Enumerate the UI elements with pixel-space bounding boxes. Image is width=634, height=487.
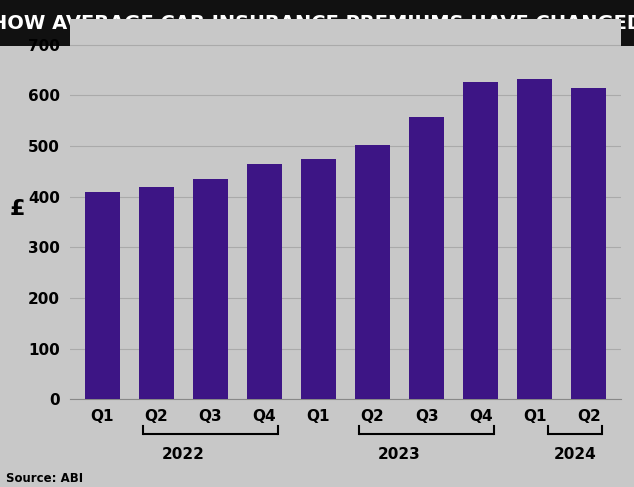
Text: 2022: 2022 xyxy=(162,448,205,463)
Bar xyxy=(355,145,390,399)
Bar xyxy=(571,88,607,399)
Text: Source: ABI: Source: ABI xyxy=(6,471,84,485)
Bar xyxy=(517,79,552,399)
Text: 2024: 2024 xyxy=(554,448,597,463)
Bar xyxy=(84,192,120,399)
Bar xyxy=(139,187,174,399)
Text: HOW AVERAGE CAR INSURANCE PREMIUMS HAVE CHANGED: HOW AVERAGE CAR INSURANCE PREMIUMS HAVE … xyxy=(0,14,634,33)
Bar xyxy=(247,164,282,399)
Y-axis label: £: £ xyxy=(9,199,25,220)
Bar xyxy=(193,179,228,399)
Bar xyxy=(463,82,498,399)
Bar xyxy=(301,159,336,399)
Text: 2023: 2023 xyxy=(378,448,421,463)
Bar xyxy=(409,117,444,399)
